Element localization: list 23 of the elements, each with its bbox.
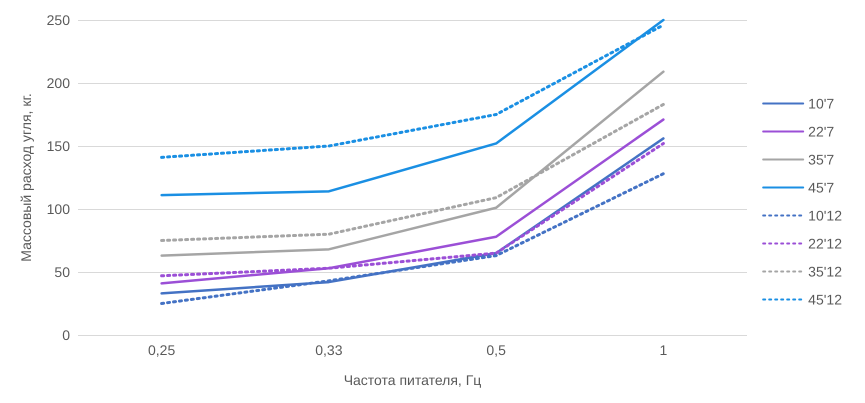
y-tick-label: 250 [46,12,70,28]
x-tick-label: 1 [659,342,668,358]
legend-label: 22'7 [808,124,834,140]
y-tick-label: 200 [46,75,70,91]
x-tick-label: 0,5 [486,342,506,358]
y-tick-label: 50 [54,264,70,280]
y-tick-label: 0 [62,327,70,343]
legend-label: 22'12 [808,236,842,252]
y-tick-label: 150 [46,138,70,154]
legend-label: 45'7 [808,180,834,196]
x-tick-label: 0,33 [315,342,343,358]
line-series [160,118,665,285]
y-axis-title: Массовый расход угля, кг. [18,93,34,262]
line-series [160,70,665,257]
x-axis-title: Частота питателя, Гц [344,372,482,388]
line-series [160,18,665,196]
legend-label: 10'7 [808,96,834,112]
legend-label: 35'12 [808,264,842,280]
y-tick-label: 100 [46,201,70,217]
legend-label: 35'7 [808,152,834,168]
legend-label: 10'12 [808,208,842,224]
legend-label: 45'12 [808,292,842,308]
x-tick-label: 0,25 [148,342,176,358]
